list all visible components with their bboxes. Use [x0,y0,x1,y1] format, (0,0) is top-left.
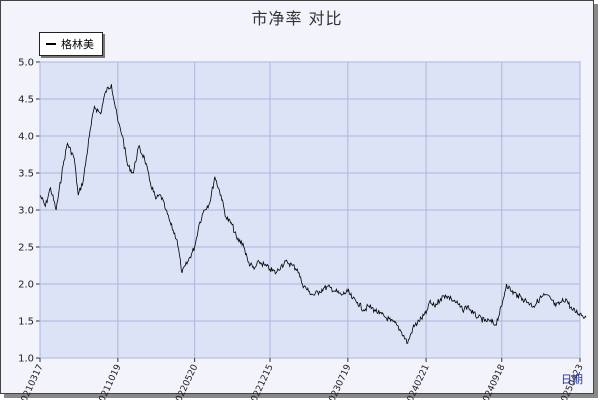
legend: 格林美 [39,32,103,56]
legend-swatch [46,43,56,45]
chart-title: 市净率 对比 [251,9,343,28]
x-tick-label: 20221215 [247,363,275,400]
x-tick-label: 20230719 [325,363,354,400]
y-tick-label: 2.5 [18,243,34,254]
x-tick-label: 20240221 [403,363,431,400]
y-tick-label: 2.0 [18,280,34,291]
y-tick-label: 4.5 [18,95,34,106]
x-tick-label: 20240918 [479,363,508,400]
y-tick-label: 5.0 [18,58,34,69]
y-tick-label: 3.0 [18,206,34,217]
y-tick-label: 4.0 [18,132,34,143]
series-line [39,84,587,345]
y-tick-label: 3.5 [18,169,34,180]
x-axis-label: 日期 [561,373,583,386]
y-tick-label: 1.5 [18,317,34,328]
x-tick-label: 20211019 [95,363,124,400]
x-tick-label: 20210317 [17,363,45,400]
legend-label: 格林美 [61,38,94,51]
y-tick-label: 1.0 [18,354,34,365]
x-tick-label: 20220520 [172,363,201,400]
